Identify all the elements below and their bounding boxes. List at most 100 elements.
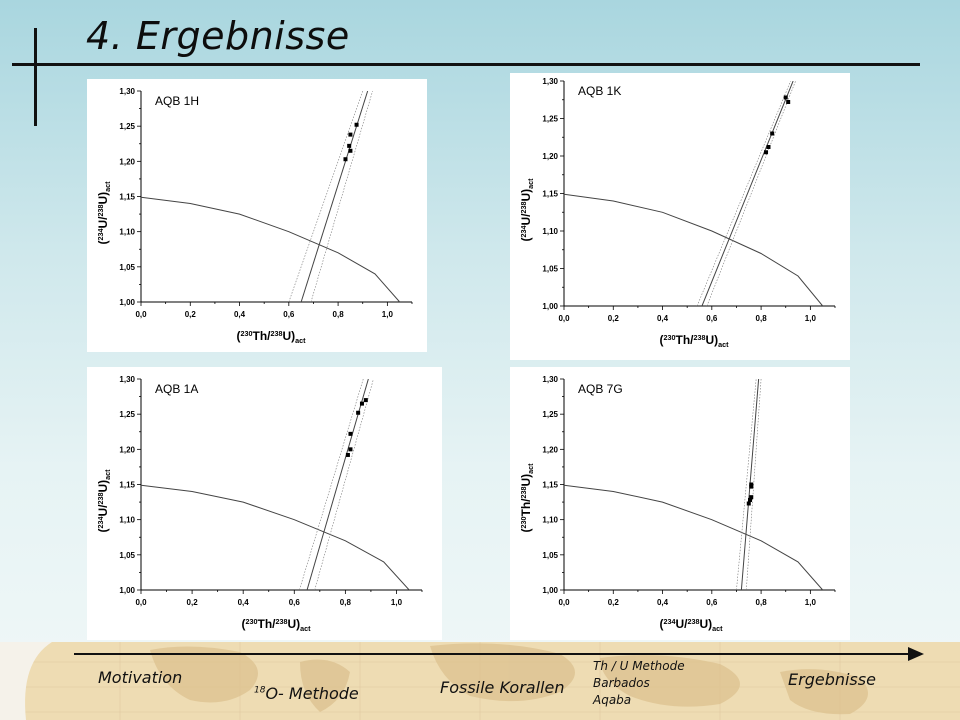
axis-title-part: 238 — [271, 329, 283, 338]
x-tick-label: 0,2 — [608, 598, 620, 607]
nav-o18-methode[interactable]: 18O- Methode — [254, 684, 359, 703]
nav-th-u-line-1: Th / U Methode — [593, 659, 685, 673]
y-tick-label: 1,05 — [542, 551, 558, 560]
sample-label: AQB 7G — [578, 382, 623, 396]
axis-title-part: Th/ — [519, 498, 533, 517]
y-tick-label: 1,30 — [542, 375, 558, 384]
axis-title-part: U) — [519, 474, 533, 487]
data-point — [347, 143, 352, 148]
axis-title-part: U) — [288, 617, 301, 631]
axis-title-part: ( — [237, 329, 241, 343]
o18-superscript: 18 — [254, 685, 266, 696]
data-point — [356, 410, 361, 415]
data-point — [746, 501, 751, 506]
chart-panel-aqb-7g: 0,0 0,2 0,4 0,6 0,8 1,0 1,00 1,05 1,10 1,15 1,20 1,… — [510, 367, 850, 640]
axis-title-part: act — [526, 463, 535, 474]
data-point — [770, 131, 775, 136]
y-tick-label: 1,20 — [119, 445, 135, 454]
title-underline — [12, 63, 920, 66]
x-axis-title: (230Th/238U)act — [242, 617, 312, 633]
axis-title-part: 234 — [519, 226, 528, 238]
y-tick-label: 1,05 — [119, 551, 135, 560]
y-tick-label: 1,25 — [119, 410, 135, 419]
isochron-fit-line — [306, 379, 369, 590]
x-tick-label: 0,8 — [756, 314, 768, 323]
error-envelope-line — [314, 379, 374, 590]
axis-title-part: U) — [283, 329, 296, 343]
axis-title-part: 238 — [519, 202, 528, 214]
nav-o18-label: O- Methode — [265, 684, 359, 703]
x-tick-label: 0,2 — [185, 310, 197, 319]
data-point — [348, 132, 353, 137]
data-point — [749, 495, 754, 500]
chart-svg: 0,0 0,2 0,4 0,6 0,8 1,0 1,00 1,05 1,10 1,15 1,20 1,… — [519, 77, 836, 349]
x-axis-title: (230Th/238U)act — [660, 333, 730, 349]
x-tick-label: 0,4 — [238, 598, 250, 607]
data-point — [348, 148, 353, 153]
axis-title-part: act — [103, 181, 112, 192]
y-tick-label: 1,30 — [119, 87, 135, 96]
y-tick-label: 1,10 — [119, 228, 135, 237]
y-tick-label: 1,25 — [119, 122, 135, 131]
nav-th-u-line-2: Barbados — [593, 676, 650, 690]
y-tick-label: 1,15 — [542, 190, 558, 199]
y-tick-label: 1,00 — [119, 586, 135, 595]
axis-title-part: U/ — [519, 213, 533, 226]
sample-label: AQB 1A — [155, 382, 198, 396]
plot-area — [564, 379, 824, 590]
axis-title-part: U/ — [96, 504, 110, 517]
chart-panel-aqb-1h: 0,0 0,2 0,4 0,6 0,8 1,0 1,00 1,05 1,10 1,15 1,20 1,… — [87, 79, 427, 352]
axis-title-part: U) — [96, 480, 110, 493]
data-point — [363, 398, 368, 403]
x-tick-label: 0,0 — [558, 598, 570, 607]
x-tick-label: 0,4 — [657, 598, 669, 607]
axis-title-part: 230 — [241, 329, 253, 338]
axis-title-part: Th/ — [253, 329, 272, 343]
axis-title-part: U/ — [676, 617, 689, 631]
axis-title-part: U) — [700, 617, 713, 631]
navigation-footer: Motivation 18O- Methode Fossile Korallen… — [0, 642, 960, 720]
y-tick-label: 1,10 — [542, 516, 558, 525]
axis-title-part: 230 — [664, 333, 676, 342]
axis-title-part: ( — [96, 529, 110, 533]
x-tick-label: 0,6 — [289, 598, 301, 607]
axis-title-part: Th/ — [676, 333, 695, 347]
nav-ergebnisse[interactable]: Ergebnisse — [788, 670, 876, 689]
reference-curve — [564, 193, 824, 306]
plot-area — [564, 81, 824, 306]
y-tick-label: 1,10 — [542, 227, 558, 236]
x-tick-label: 1,0 — [805, 314, 817, 323]
x-tick-label: 0,0 — [558, 314, 570, 323]
axis-title-part: act — [526, 178, 535, 189]
world-map-background — [0, 642, 960, 720]
x-tick-label: 0,2 — [608, 314, 620, 323]
axis-title-part: 238 — [96, 205, 105, 217]
y-tick-label: 1,00 — [542, 302, 558, 311]
axis-title-part: 238 — [96, 493, 105, 505]
nav-motivation[interactable]: Motivation — [98, 668, 183, 687]
y-tick-label: 1,30 — [119, 375, 135, 384]
x-tick-label: 0,0 — [135, 598, 147, 607]
x-tick-label: 0,8 — [333, 310, 345, 319]
y-tick-label: 1,10 — [119, 516, 135, 525]
axis-title-part: ( — [242, 617, 246, 631]
x-tick-label: 1,0 — [391, 598, 403, 607]
chart-svg: 0,0 0,2 0,4 0,6 0,8 1,0 1,00 1,05 1,10 1,15 1,20 1,… — [96, 87, 413, 345]
reference-curve — [564, 484, 824, 590]
x-tick-label: 0,2 — [187, 598, 199, 607]
data-point — [345, 452, 350, 457]
y-tick-label: 1,20 — [542, 445, 558, 454]
nav-th-u-methode[interactable]: Th / U Methode Barbados Aqaba — [593, 658, 685, 709]
title-vertical-rule — [34, 28, 37, 126]
nav-fossile-korallen[interactable]: Fossile Korallen — [440, 678, 565, 697]
data-point — [749, 484, 754, 489]
axis-title-part: act — [103, 469, 112, 480]
data-point — [354, 122, 359, 127]
plot-area — [141, 91, 401, 302]
y-tick-label: 1,25 — [542, 410, 558, 419]
page-title: 4. Ergebnisse — [86, 14, 350, 58]
axis-title-part: 238 — [276, 617, 288, 626]
axis-title-part: ( — [519, 529, 533, 533]
axis-title-part: U/ — [96, 216, 110, 229]
axis-title-part: 234 — [96, 229, 105, 241]
